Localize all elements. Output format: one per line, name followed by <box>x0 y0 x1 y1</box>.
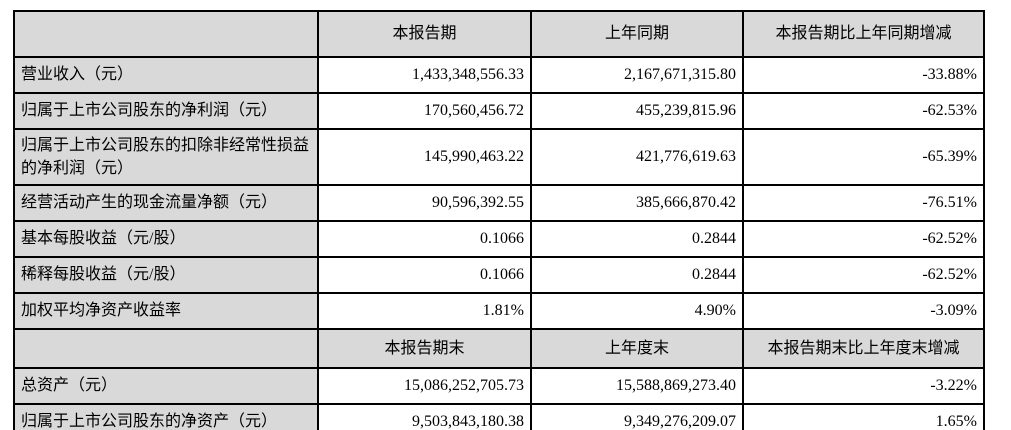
header-current-period: 本报告期 <box>317 10 532 58</box>
prior-period-value: 9,349,276,209.07 <box>530 403 744 430</box>
financial-summary-table: 本报告期 上年同期 本报告期比上年同期增减 营业收入（元） 1,433,348,… <box>13 10 985 430</box>
change-value: -3.22% <box>742 367 985 405</box>
table-row-weighted-avg-roe: 加权平均净资产收益率 1.81% 4.90% -3.09% <box>13 292 985 330</box>
table-row-net-assets: 归属于上市公司股东的净资产（元） 9,503,843,180.38 9,349,… <box>13 403 985 430</box>
current-period-value: 15,086,252,705.73 <box>317 367 532 405</box>
change-value: -62.52% <box>742 256 985 294</box>
change-value: -65.39% <box>742 128 985 186</box>
table-row-basic-eps: 基本每股收益（元/股） 0.1066 0.2844 -62.52% <box>13 220 985 258</box>
current-period-value: 0.1066 <box>317 220 532 258</box>
prior-period-value: 2,167,671,315.80 <box>530 56 744 94</box>
prior-period-value: 385,666,870.42 <box>530 184 744 222</box>
change-value: -33.88% <box>742 56 985 94</box>
current-period-value: 9,503,843,180.38 <box>317 403 532 430</box>
table-row-total-assets: 总资产（元） 15,086,252,705.73 15,588,869,273.… <box>13 367 985 405</box>
current-period-value: 145,990,463.22 <box>317 128 532 186</box>
table-row-diluted-eps: 稀释每股收益（元/股） 0.1066 0.2844 -62.52% <box>13 256 985 294</box>
prior-period-value: 4.90% <box>530 292 744 330</box>
change-value: -76.51% <box>742 184 985 222</box>
row-label: 加权平均净资产收益率 <box>13 292 319 330</box>
table-row-operating-cash-flow: 经营活动产生的现金流量净额（元） 90,596,392.55 385,666,8… <box>13 184 985 222</box>
row-label: 稀释每股收益（元/股） <box>13 256 319 294</box>
prior-period-value: 15,588,869,273.40 <box>530 367 744 405</box>
current-period-value: 0.1066 <box>317 256 532 294</box>
current-period-value: 90,596,392.55 <box>317 184 532 222</box>
header-current-period-end: 本报告期末 <box>317 328 532 369</box>
header-blank-cell <box>13 328 319 369</box>
period-end-header-row: 本报告期末 上年度末 本报告期末比上年度末增减 <box>13 328 985 369</box>
current-period-value: 170,560,456.72 <box>317 92 532 130</box>
row-label: 归属于上市公司股东的扣除非经常性损益的净利润（元） <box>13 128 319 186</box>
change-value: -3.09% <box>742 292 985 330</box>
prior-period-value: 421,776,619.63 <box>530 128 744 186</box>
change-value: -62.53% <box>742 92 985 130</box>
table-row-operating-revenue: 营业收入（元） 1,433,348,556.33 2,167,671,315.8… <box>13 56 985 94</box>
period-header-row: 本报告期 上年同期 本报告期比上年同期增减 <box>13 10 985 58</box>
header-prior-year-end: 上年度末 <box>530 328 744 369</box>
row-label: 归属于上市公司股东的净资产（元） <box>13 403 319 430</box>
header-prior-period: 上年同期 <box>530 10 744 58</box>
prior-period-value: 0.2844 <box>530 220 744 258</box>
row-label: 营业收入（元） <box>13 56 319 94</box>
table-row-net-profit-excl-nonrecurring: 归属于上市公司股东的扣除非经常性损益的净利润（元） 145,990,463.22… <box>13 128 985 186</box>
header-period-change: 本报告期比上年同期增减 <box>742 10 985 58</box>
header-period-end-change: 本报告期末比上年度末增减 <box>742 328 985 369</box>
row-label: 归属于上市公司股东的净利润（元） <box>13 92 319 130</box>
current-period-value: 1,433,348,556.33 <box>317 56 532 94</box>
row-label: 经营活动产生的现金流量净额（元） <box>13 184 319 222</box>
change-value: 1.65% <box>742 403 985 430</box>
row-label: 总资产（元） <box>13 367 319 405</box>
header-blank-cell <box>13 10 319 58</box>
table-row-net-profit: 归属于上市公司股东的净利润（元） 170,560,456.72 455,239,… <box>13 92 985 130</box>
current-period-value: 1.81% <box>317 292 532 330</box>
row-label: 基本每股收益（元/股） <box>13 220 319 258</box>
prior-period-value: 455,239,815.96 <box>530 92 744 130</box>
prior-period-value: 0.2844 <box>530 256 744 294</box>
change-value: -62.52% <box>742 220 985 258</box>
